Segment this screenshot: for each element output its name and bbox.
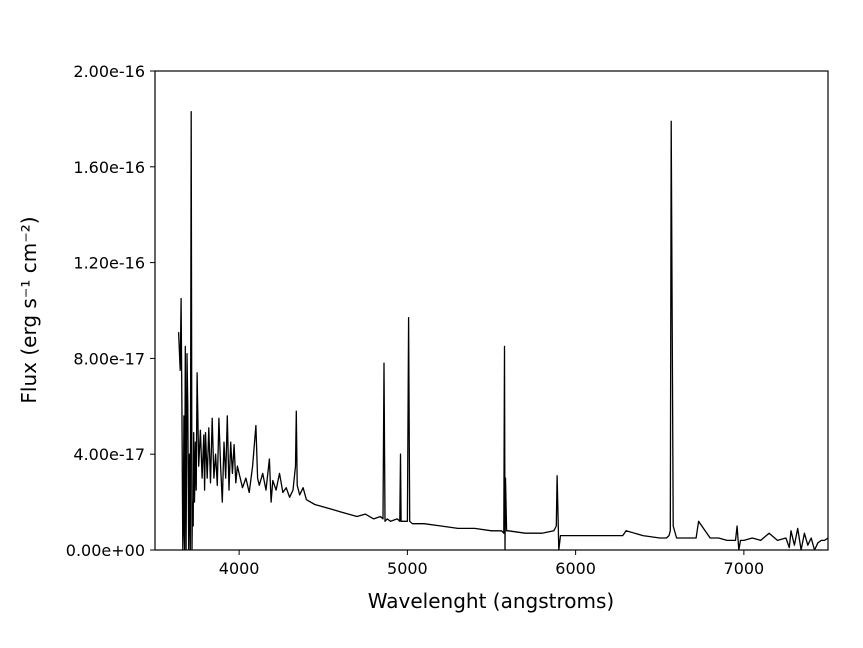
x-tick-label: 7000: [724, 559, 765, 578]
x-tick-label: 5000: [387, 559, 428, 578]
y-tick-label: 2.00e-16: [73, 62, 145, 81]
axes-frame: [154, 70, 829, 551]
spectrum-series-line: [177, 111, 828, 550]
y-tick-label: 1.20e-16: [73, 254, 145, 273]
y-axis-label: Flux (erg s⁻¹ cm⁻²): [17, 216, 41, 403]
y-tick-label: 1.60e-16: [73, 158, 145, 177]
x-axis-label: Wavelenght (angstroms): [368, 589, 614, 613]
x-tick-label: 4000: [219, 559, 260, 578]
y-tick-label: 4.00e-17: [73, 445, 145, 464]
y-axis-ticks: 0.00e+00 4.00e-17 8.00e-17 1.20e-16 1.60e-16…: [66, 62, 155, 560]
y-tick-label: 8.00e-17: [73, 349, 145, 368]
x-axis-ticks: 4000 5000 6000 7000: [219, 550, 764, 578]
x-tick-label: 6000: [555, 559, 596, 578]
plot-area: [177, 111, 828, 550]
y-tick-label: 0.00e+00: [66, 541, 145, 560]
